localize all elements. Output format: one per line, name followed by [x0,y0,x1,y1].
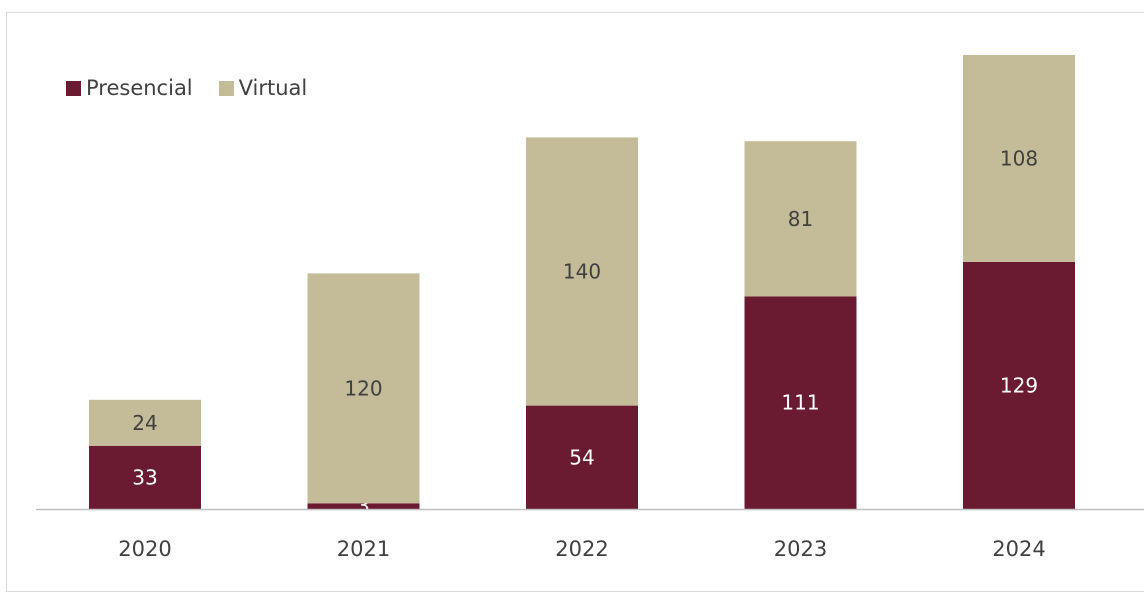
legend: Presencial Virtual [66,76,333,100]
bar-presencial-2022 [526,405,638,509]
x-tick-label-2021: 2021 [337,537,390,561]
bar-presencial-2021 [307,503,420,509]
legend-label-virtual: Virtual [238,76,308,100]
legend-item-virtual: Virtual [218,76,308,100]
x-tick-label-2023: 2023 [774,537,827,561]
data-label-presencial-2020: 33 [132,465,157,489]
data-label-presencial-2022: 54 [569,445,594,469]
bar-virtual-2024 [963,55,1075,262]
bar-virtual-2023 [744,141,857,297]
legend-swatch-virtual [218,80,234,96]
x-tick-label-2022: 2022 [555,537,608,561]
data-label-virtual-2020: 24 [132,411,157,435]
data-label-virtual-2022: 140 [563,260,601,284]
legend-item-presencial: Presencial [66,76,193,100]
bar-presencial-2020 [89,445,201,509]
bar-virtual-2022 [526,137,638,406]
data-label-presencial-2024: 129 [1000,374,1038,398]
x-tick-label-2020: 2020 [118,537,171,561]
data-label-virtual-2023: 81 [788,207,813,231]
bar-presencial-2024 [963,261,1075,509]
x-tick-label-2024: 2024 [992,537,1045,561]
legend-label-presencial: Presencial [86,76,193,100]
stacked-bar-chart: 3324202031202021541402022111812023129108… [36,55,1144,561]
bar-virtual-2021 [307,273,420,504]
data-label-presencial-2023: 111 [781,391,819,415]
legend-swatch-presencial [66,80,81,96]
bar-virtual-2020 [89,399,201,446]
data-label-virtual-2024: 108 [1000,147,1038,171]
bar-presencial-2023 [744,296,857,509]
data-label-virtual-2021: 120 [344,376,382,400]
